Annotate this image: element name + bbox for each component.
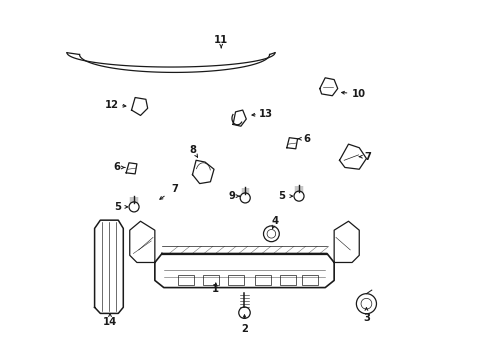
Text: 9: 9: [228, 191, 235, 201]
Bar: [301, 275, 317, 285]
Text: 1: 1: [212, 284, 219, 294]
Polygon shape: [286, 138, 297, 149]
Text: 3: 3: [362, 313, 369, 323]
Text: 12: 12: [104, 100, 119, 110]
Polygon shape: [94, 220, 123, 314]
Bar: [203, 275, 219, 285]
Polygon shape: [131, 98, 147, 116]
Text: 6: 6: [303, 134, 310, 144]
Text: 10: 10: [351, 89, 366, 99]
Polygon shape: [339, 144, 366, 169]
Text: 8: 8: [189, 144, 196, 154]
Text: 11: 11: [214, 35, 228, 45]
Bar: [178, 275, 194, 285]
Text: 7: 7: [364, 152, 371, 162]
Polygon shape: [67, 53, 274, 72]
Polygon shape: [155, 253, 333, 288]
Polygon shape: [192, 160, 214, 184]
Polygon shape: [333, 221, 359, 262]
Polygon shape: [319, 78, 337, 96]
Text: 7: 7: [171, 184, 178, 194]
Polygon shape: [129, 221, 155, 262]
Bar: [280, 275, 296, 285]
Text: 14: 14: [102, 317, 117, 327]
Text: 5: 5: [114, 202, 121, 212]
Text: 4: 4: [271, 216, 278, 226]
Text: 6: 6: [114, 162, 121, 172]
Text: 5: 5: [278, 191, 285, 201]
Text: 13: 13: [259, 109, 272, 119]
Polygon shape: [126, 163, 137, 174]
Text: 2: 2: [241, 324, 247, 334]
Bar: [228, 275, 244, 285]
Bar: [255, 275, 271, 285]
